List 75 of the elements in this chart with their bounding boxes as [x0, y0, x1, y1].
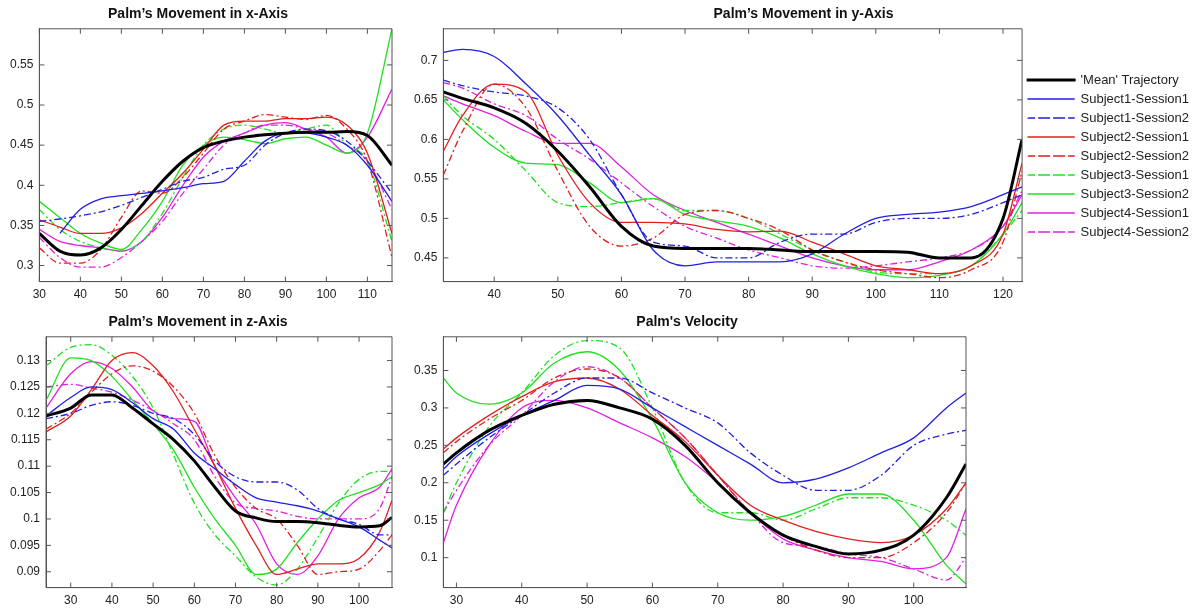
y-tick-label: 0.65	[414, 92, 438, 107]
y-tick-label: 0.55	[414, 171, 438, 186]
y-tick-label: 0.2	[420, 475, 438, 490]
x-tick-label: 100	[865, 287, 887, 302]
y-tick-label: 0.5	[16, 97, 34, 112]
x-tick-label: 60	[645, 593, 660, 608]
x-tick-label: 80	[270, 593, 284, 608]
x-tick-label: 50	[551, 287, 565, 302]
x-tick-label: 60	[187, 593, 202, 608]
x-tick-label: 50	[114, 287, 129, 302]
x-tick-label: 70	[196, 287, 211, 302]
x-tick-label: 70	[711, 593, 725, 608]
x-tick-label: 60	[614, 287, 629, 302]
x-tick-label: 120	[993, 287, 1014, 302]
x-tick-label: 40	[105, 593, 119, 608]
x-tick-label: 100	[349, 593, 370, 608]
y-tick-label: 0.45	[414, 250, 438, 265]
y-tick-label: 0.3	[16, 257, 34, 272]
y-tick-label: 0.105	[10, 484, 41, 499]
x-tick-label: 40	[73, 287, 88, 302]
x-tick-label: 50	[580, 593, 595, 608]
x-tick-label: 80	[776, 593, 791, 608]
x-tick-label: 70	[228, 593, 243, 608]
chart-title: Palm’s Movement in z-Axis	[108, 313, 288, 330]
x-tick-label: 90	[278, 287, 293, 302]
y-tick-label: 0.1	[420, 549, 438, 564]
y-tick-label: 0.09	[16, 564, 41, 579]
legend-label: Subject4-Session1	[1080, 204, 1190, 220]
x-tick-label: 100	[316, 287, 337, 302]
y-tick-label: 0.3	[420, 400, 438, 415]
x-tick-label: 30	[64, 593, 78, 608]
y-tick-label: 0.55	[10, 57, 34, 72]
y-tick-label: 0.35	[414, 362, 438, 377]
y-tick-label: 0.13	[16, 352, 41, 367]
y-tick-label: 0.1	[23, 511, 41, 526]
x-tick-label: 80	[741, 287, 756, 302]
y-tick-label: 0.4	[16, 177, 34, 192]
x-tick-label: 100	[903, 593, 925, 608]
x-tick-label: 40	[487, 287, 502, 302]
legend-label: Subject3-Session1	[1080, 166, 1190, 182]
y-tick-label: 0.25	[414, 437, 438, 452]
x-tick-label: 40	[515, 593, 529, 608]
legend-label: Subject2-Session1	[1080, 128, 1190, 144]
y-tick-label: 0.11	[17, 458, 41, 473]
x-tick-label: 70	[678, 287, 693, 302]
y-tick-label: 0.6	[420, 131, 438, 146]
x-tick-label: 30	[32, 287, 47, 302]
x-tick-label: 90	[841, 593, 856, 608]
chart-title: Palm’s Movement in x-Axis	[108, 5, 289, 22]
legend-label: Subject4-Session2	[1080, 223, 1190, 239]
y-tick-label: 0.095	[10, 537, 41, 552]
x-tick-label: 80	[237, 287, 252, 302]
x-tick-label: 90	[805, 287, 820, 302]
y-tick-label: 0.35	[10, 217, 34, 232]
legend-label: Subject2-Session2	[1080, 147, 1190, 163]
y-tick-label: 0.125	[10, 379, 41, 394]
x-tick-label: 30	[449, 593, 464, 608]
y-tick-label: 0.7	[420, 52, 438, 67]
legend-label: Subject1-Session2	[1080, 109, 1190, 125]
legend-label: 'Mean' Trajectory	[1080, 71, 1180, 87]
x-tick-label: 90	[311, 593, 325, 608]
x-tick-label: 60	[155, 287, 170, 302]
x-tick-label: 50	[146, 593, 161, 608]
y-tick-label: 0.5	[420, 210, 438, 225]
x-tick-label: 110	[929, 287, 950, 302]
y-tick-label: 0.45	[10, 137, 34, 152]
legend-label: Subject3-Session2	[1080, 185, 1190, 201]
legend-label: Subject1-Session1	[1080, 90, 1190, 106]
y-tick-label: 0.15	[414, 512, 438, 527]
chart-title: Palm’s Movement in y-Axis	[713, 5, 894, 22]
y-tick-label: 0.115	[10, 432, 41, 447]
x-tick-label: 110	[357, 287, 378, 302]
y-tick-label: 0.12	[16, 405, 41, 420]
chart-title: Palm's Velocity	[636, 313, 738, 330]
line-series	[443, 48, 1023, 267]
